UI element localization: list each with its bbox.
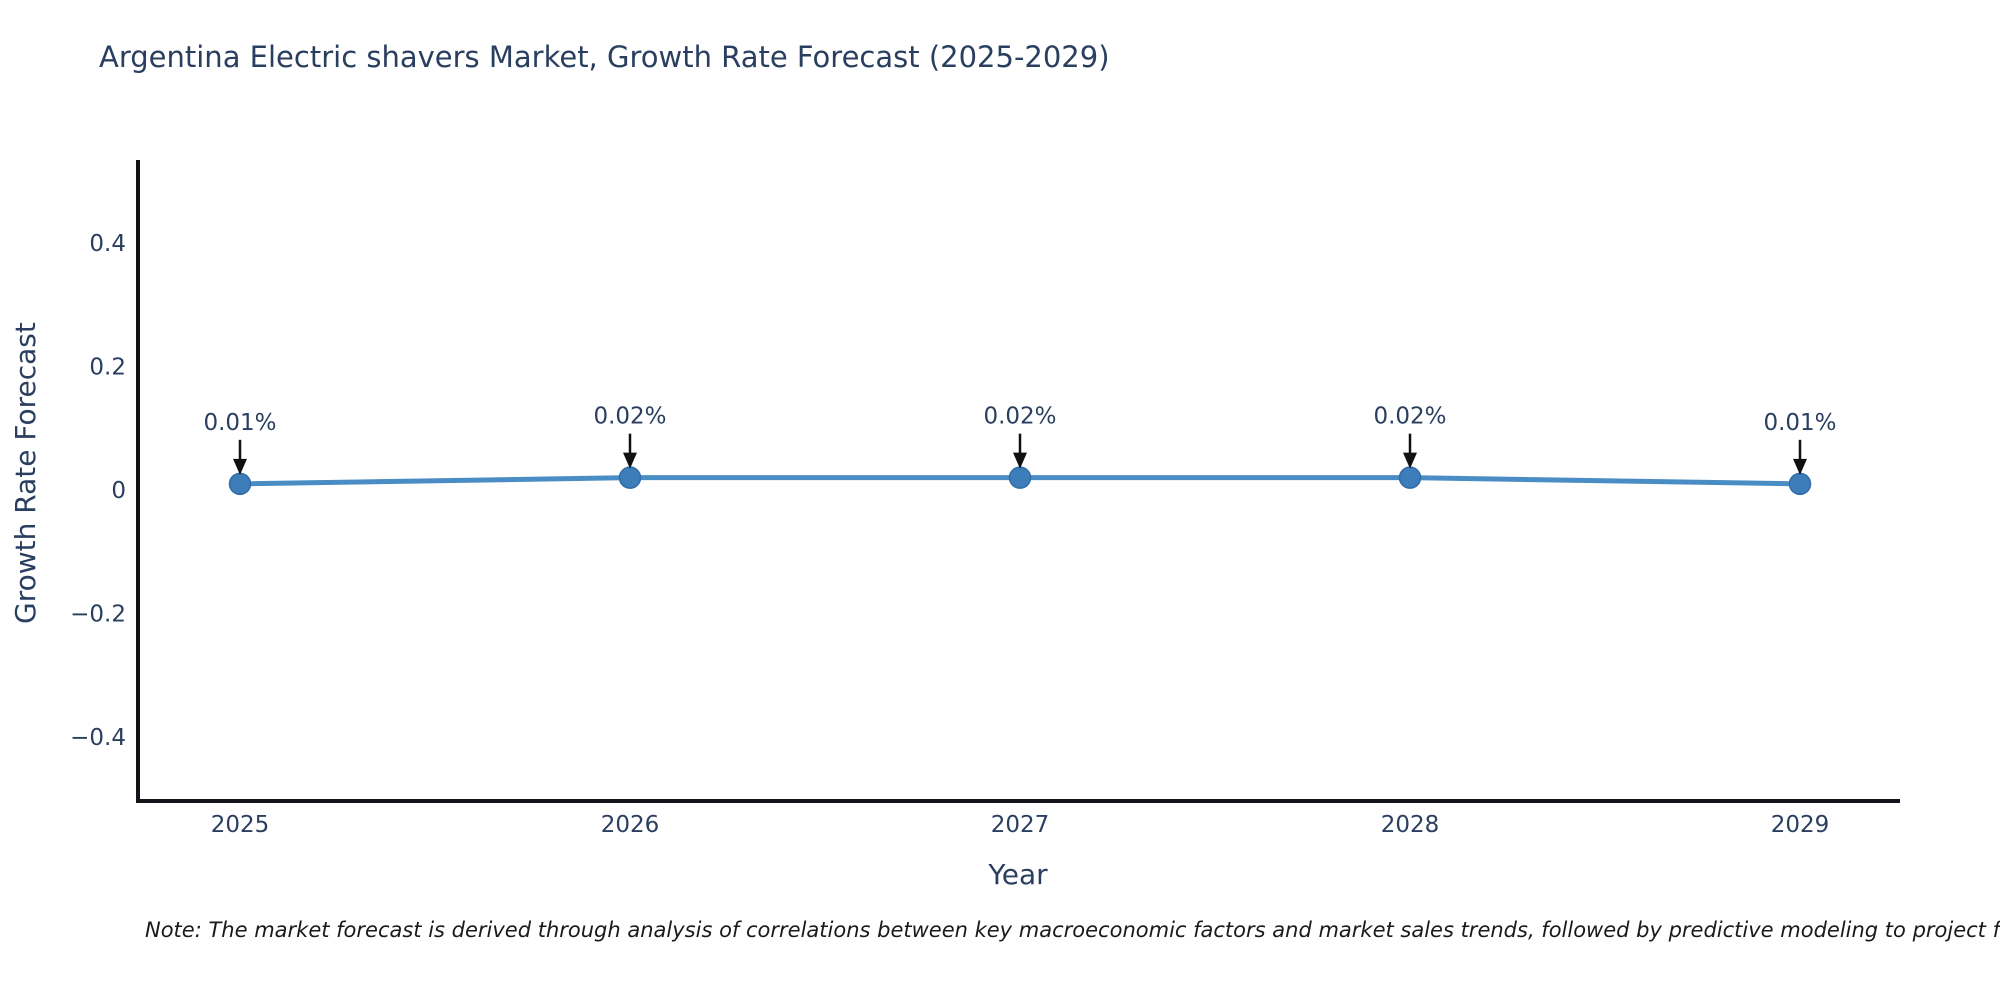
- point-annotation-label: 0.01%: [1763, 410, 1836, 436]
- data-point: [1398, 466, 1422, 489]
- y-tick-label: 0: [111, 478, 126, 504]
- x-tick-label: 2025: [211, 812, 270, 838]
- x-tick-label: 2028: [1381, 812, 1440, 838]
- x-axis-title: Year: [988, 858, 1048, 891]
- y-tick-label: −0.2: [70, 602, 126, 628]
- data-point: [228, 472, 252, 496]
- annotation-arrowhead-icon: [233, 458, 247, 475]
- y-tick-label: −0.4: [70, 725, 126, 751]
- x-tick-label: 2029: [1771, 812, 1830, 838]
- annotation-arrowhead-icon: [1403, 452, 1417, 469]
- annotation-arrowhead-icon: [1013, 452, 1027, 469]
- annotation-arrowhead-icon: [1793, 458, 1807, 475]
- point-annotation-label: 0.02%: [1373, 404, 1446, 430]
- x-tick-label: 2026: [601, 812, 660, 838]
- x-tick-label: 2027: [991, 812, 1050, 838]
- annotation-arrowhead-icon: [623, 452, 637, 469]
- point-annotation-label: 0.02%: [593, 404, 666, 430]
- point-annotation-label: 0.02%: [983, 404, 1056, 430]
- data-point: [618, 466, 642, 489]
- y-tick-label: 0.2: [89, 355, 126, 381]
- footnote: Note: The market forecast is derived thr…: [145, 918, 2000, 942]
- y-tick-label: 0.4: [89, 231, 126, 257]
- point-annotation-label: 0.01%: [203, 410, 276, 436]
- chart-title: Argentina Electric shavers Market, Growt…: [99, 40, 1110, 74]
- data-point: [1008, 466, 1032, 489]
- data-point: [1788, 472, 1812, 496]
